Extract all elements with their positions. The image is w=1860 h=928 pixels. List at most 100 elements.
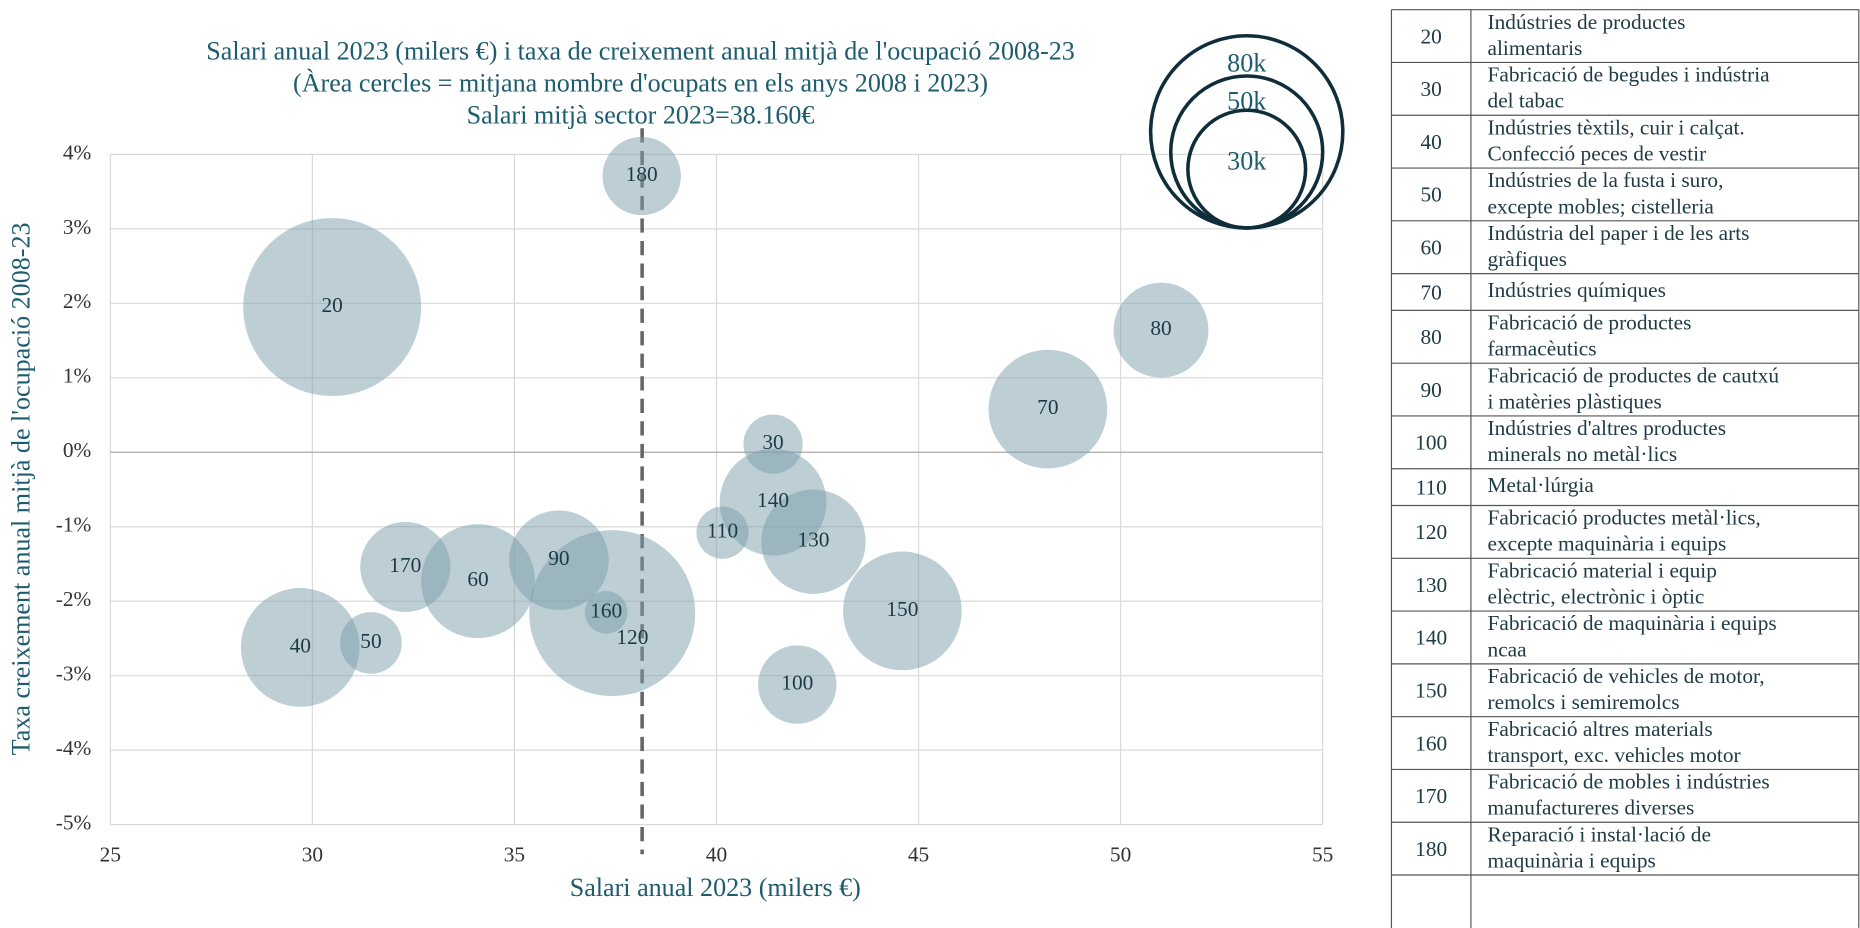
bubble-label: 170 [389,553,421,577]
table-code: 130 [1415,573,1447,597]
table-code: 110 [1416,475,1447,499]
y-tick-label: -3% [56,662,92,686]
bubble [360,521,451,613]
table-code: 40 [1421,130,1442,154]
table-code: 160 [1415,731,1447,755]
y-axis-label: Taxa creixement anual mitjà de l'ocupaci… [7,222,36,755]
table-code: 80 [1421,325,1442,349]
bubble [421,524,536,639]
bubble-label: 180 [626,162,658,186]
table-code: 70 [1421,280,1442,304]
bubble [340,612,402,674]
table-code: 170 [1415,784,1447,808]
table-description: Fabricació de productes [1488,311,1692,335]
bubble [719,448,827,556]
bubble-label: 160 [590,598,622,622]
bubble-label: 60 [467,567,488,591]
y-tick-label: 1% [63,364,92,388]
table-description: Fabricació altres materials [1488,717,1713,741]
table-description: manufactureres diverses [1488,796,1695,820]
x-tick-label: 30 [302,843,323,867]
table-description: excepte mobles; cistelleria [1488,194,1715,218]
table-code: 100 [1415,431,1447,455]
x-axis-label: Salari anual 2023 (milers €) [570,873,861,902]
table-code: 140 [1415,626,1447,650]
table-description: del tabac [1488,89,1564,113]
bubble [584,591,628,634]
table-description: excepte maquinària i equips [1488,532,1727,556]
bubble-label: 40 [290,633,311,657]
table-description: remolcs i semiremolcs [1488,690,1680,714]
bubble [1113,282,1209,378]
table-description: alimentaris [1488,36,1583,60]
x-tick-label: 25 [100,843,121,867]
bubble-label: 80 [1150,316,1171,340]
table-code: 30 [1421,77,1442,101]
bubble [240,588,360,707]
table-description: Indústria del paper i de les arts [1488,221,1750,245]
table-description: i matèries plàstiques [1488,389,1662,413]
table-description: Reparació i instal·lació de [1488,822,1711,846]
bubble-label: 30 [762,430,783,454]
x-tick-label: 55 [1312,843,1333,867]
table-description: Fabricació material i equip [1488,558,1717,582]
size-legend-label: 80k [1227,48,1267,77]
table-code: 90 [1421,378,1442,402]
bubble-label: 50 [360,629,381,653]
bubble [843,551,962,671]
table-description: Indústries tèxtils, cuir i calçat. [1488,115,1745,139]
table-description: farmacèutics [1488,337,1597,361]
table-code: 60 [1421,235,1442,259]
y-tick-label: 4% [63,140,92,164]
table-description: Indústries químiques [1488,278,1666,302]
bubble-label: 120 [616,625,648,649]
chart-title: Salari anual 2023 (milers €) i taxa de c… [206,37,1075,66]
bubble [988,349,1108,469]
x-tick-label: 50 [1110,843,1131,867]
y-tick-label: 3% [63,215,92,239]
bubble-label: 100 [781,671,813,695]
bubble-label: 150 [886,597,918,621]
bubble-label: 110 [707,519,738,543]
table-description: Metal·lúrgia [1488,473,1595,497]
size-legend-circle [1186,108,1308,230]
table-description: minerals no metàl·lics [1488,442,1678,466]
table-description: Fabricació productes metàl·lics, [1488,506,1761,530]
table-code: 150 [1415,679,1447,703]
table-description: Fabricació de mobles i indústries [1488,770,1770,794]
y-tick-label: -5% [56,811,92,835]
y-tick-label: -4% [56,736,92,760]
table-description: Fabricació de begudes i indústria [1488,63,1771,87]
table-description: Indústries d'altres productes [1488,416,1727,440]
y-tick-label: -1% [56,513,92,537]
table-code: 50 [1421,183,1442,207]
bubble-label: 130 [797,528,829,552]
table-description: maquinària i equips [1488,848,1656,872]
bubble-label: 70 [1037,395,1058,419]
table-code: 120 [1415,520,1447,544]
table-description: Fabricació de maquinària i equips [1488,611,1777,635]
bubble [243,218,422,397]
x-tick-label: 35 [504,843,525,867]
bubble-label: 140 [757,488,789,512]
bubble-label: 20 [322,293,343,317]
bubble [758,645,837,724]
table-description: transport, exc. vehicles motor [1488,743,1741,767]
size-legend-label: 30k [1227,147,1267,176]
x-tick-label: 40 [706,843,727,867]
table-description: Fabricació de vehicles de motor, [1488,664,1765,688]
y-tick-label: -2% [56,587,92,611]
bubble-label: 90 [548,546,569,570]
table-description: Indústries de productes [1488,10,1686,34]
bubble [602,136,681,216]
table-code: 180 [1415,837,1447,861]
chart-subtitle: Salari mitjà sector 2023=38.160€ [467,101,815,130]
table-description: Confecció peces de vestir [1488,141,1707,165]
y-tick-label: 2% [63,289,92,313]
table-code: 20 [1421,24,1442,48]
chart-subtitle: (Àrea cercles = mitjana nombre d'ocupats… [293,69,988,98]
table-description: Fabricació de productes de cautxú [1488,363,1780,387]
table-description: elèctric, electrònic i òptic [1488,585,1705,609]
